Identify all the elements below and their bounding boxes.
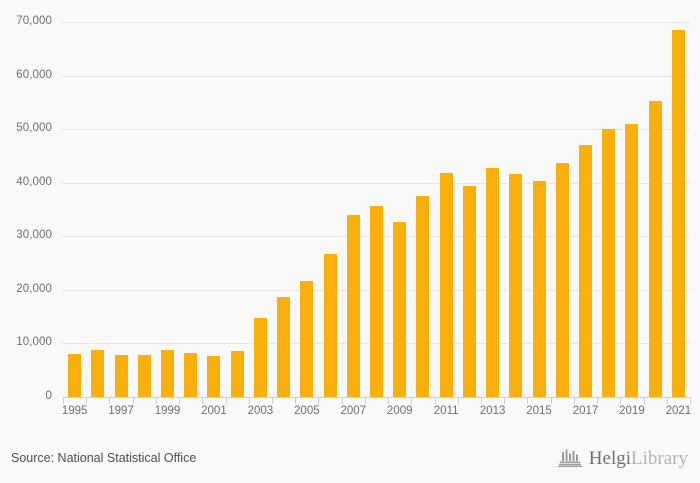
x-axis-tick [365, 397, 366, 404]
bar-2009[interactable] [393, 221, 407, 397]
bar-2014[interactable] [509, 174, 523, 397]
source-label: Source: National Statistical Office [11, 451, 197, 465]
x-axis-tick [226, 397, 227, 404]
bar-2015[interactable] [532, 180, 546, 397]
bar-2007[interactable] [346, 215, 360, 397]
bar-2005[interactable] [300, 280, 314, 397]
x-axis-tick-label: 1997 [108, 405, 134, 417]
helgi-library-logo[interactable]: HelgiLibrary [557, 445, 688, 471]
x-axis-tick-label: 1995 [61, 405, 88, 417]
x-axis-tick [551, 397, 552, 404]
x-axis-tick [481, 397, 482, 404]
x-axis-tick [690, 397, 691, 404]
x-axis-tick [179, 397, 180, 404]
x-axis-tick-label: 2015 [526, 405, 552, 417]
y-axis-tick-label: 20,000 [16, 282, 52, 295]
x-axis-tick [249, 397, 250, 404]
plot-area [63, 22, 690, 398]
bar-1996[interactable] [91, 350, 105, 397]
x-axis-tick-label: 2011 [433, 405, 459, 417]
bar-2003[interactable] [253, 318, 267, 397]
bar-2006[interactable] [323, 253, 337, 397]
x-axis-tick-label: 2007 [340, 405, 367, 417]
bar-2012[interactable] [462, 185, 476, 397]
y-axis-tick-label: 60,000 [16, 68, 52, 81]
x-axis-tick [504, 397, 505, 404]
bar-2004[interactable] [277, 297, 291, 397]
x-axis-tick [620, 397, 621, 404]
logo-wordmark: HelgiLibrary [589, 449, 688, 468]
x-axis-tick [574, 397, 575, 404]
x-axis-tick [86, 397, 87, 404]
bar-2002[interactable] [230, 351, 244, 397]
x-axis-tick [411, 397, 412, 404]
x-axis-tick [342, 397, 343, 404]
library-building-icon [557, 448, 583, 468]
bar-2018[interactable] [602, 129, 616, 397]
gridline [63, 182, 690, 184]
x-axis-tick-label: 2003 [247, 405, 274, 417]
x-axis-tick [272, 397, 273, 404]
x-axis-tick-label: 2019 [619, 405, 645, 417]
x-axis-tick [644, 397, 645, 404]
x-axis-tick [435, 397, 436, 404]
bar-2001[interactable] [207, 355, 221, 397]
x-axis-tick-label: 2001 [201, 405, 227, 417]
bar-2017[interactable] [579, 144, 592, 397]
x-axis-tick [458, 397, 459, 404]
bar-1997[interactable] [114, 354, 128, 397]
x-axis-tick-label: 2013 [479, 405, 506, 417]
logo-helgi-text: Helgi [588, 447, 632, 469]
x-axis-tick [667, 397, 668, 404]
bar-2000[interactable] [184, 353, 198, 397]
x-axis-tick-label: 2009 [386, 405, 413, 417]
bar-2020[interactable] [648, 101, 662, 397]
x-axis-tick [63, 397, 64, 404]
x-axis-tick [202, 397, 203, 404]
x-axis-tick [295, 397, 296, 404]
y-axis-tick-label: 70,000 [16, 15, 52, 27]
x-axis-tick [597, 397, 598, 404]
gridline [63, 129, 690, 131]
y-axis-tick-label: 40,000 [16, 175, 52, 188]
y-axis-tick-label: 10,000 [16, 336, 52, 349]
x-axis-tick-label: 2005 [294, 405, 320, 417]
bar-2013[interactable] [486, 168, 500, 397]
bar-2019[interactable] [625, 124, 639, 397]
y-axis-tick-label: 30,000 [16, 229, 52, 242]
bar-1998[interactable] [137, 355, 151, 397]
x-axis-line [63, 397, 690, 398]
x-axis-tick [318, 397, 319, 404]
x-axis-tick-label: 2021 [665, 405, 692, 417]
gridline [63, 22, 690, 23]
chart-footer: Source: National Statistical Office [0, 440, 700, 483]
bar-2021[interactable] [671, 30, 685, 397]
x-axis-tick-label: 2017 [572, 405, 599, 417]
gridline [63, 75, 690, 77]
logo-library-text: Library [631, 447, 688, 469]
x-axis-tick [156, 397, 157, 404]
bar-2011[interactable] [439, 173, 453, 397]
bar-2016[interactable] [555, 162, 569, 397]
bar-1995[interactable] [68, 354, 82, 397]
x-axis-tick [527, 397, 528, 404]
bar-2008[interactable] [370, 205, 383, 397]
x-axis-tick [109, 397, 110, 404]
bar-1999[interactable] [161, 349, 174, 397]
x-axis-tick [388, 397, 389, 404]
x-axis-tick-label: 1999 [154, 405, 181, 417]
x-axis-tick [133, 397, 134, 404]
y-axis-tick-label: 50,000 [16, 122, 52, 135]
bar-2010[interactable] [416, 195, 430, 397]
y-axis-tick-label: 0 [45, 390, 52, 402]
